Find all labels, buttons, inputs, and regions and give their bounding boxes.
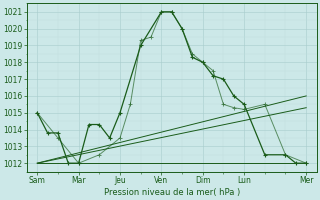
X-axis label: Pression niveau de la mer( hPa ): Pression niveau de la mer( hPa ) bbox=[104, 188, 240, 197]
